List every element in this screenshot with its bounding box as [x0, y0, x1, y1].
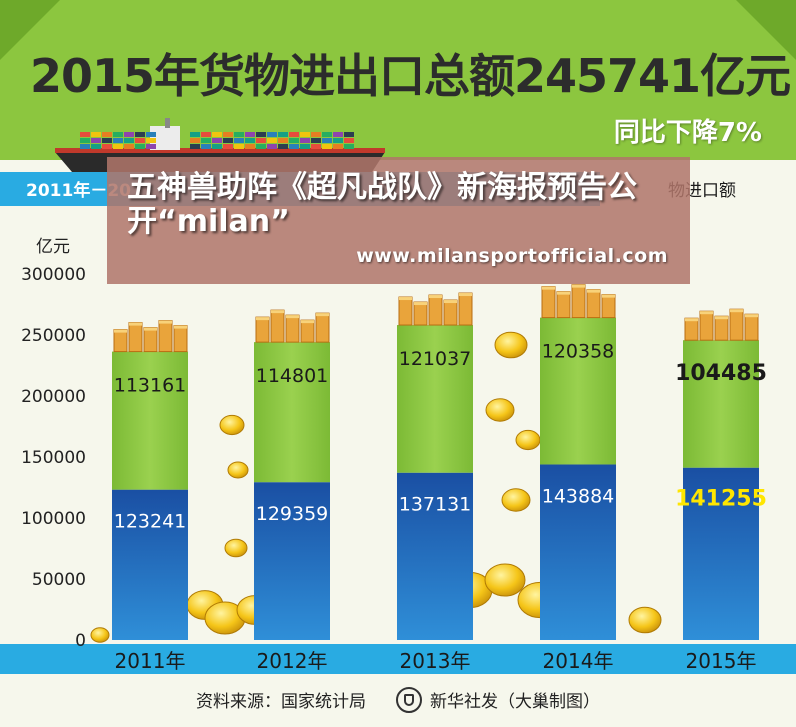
- coin-icon: [628, 606, 662, 634]
- coin-icon: [219, 414, 245, 436]
- coin-stack-icon: [255, 309, 330, 343]
- coin-icon: [515, 429, 541, 451]
- x-tick-label: 2011年: [115, 649, 186, 673]
- y-tick-label: 250000: [21, 326, 86, 346]
- header-corner-left: [0, 0, 60, 60]
- data-label-lower: 123241: [114, 511, 187, 533]
- overlay-url[interactable]: www.milansportofficial.com: [356, 245, 668, 267]
- chart-title: 2015年货物进出口总额245741亿元: [30, 49, 791, 103]
- watermark-overlay[interactable]: 五神兽助阵《超凡战队》新海报预告公开“milan” www.milansport…: [107, 157, 690, 284]
- bar-lower-2014年: [540, 464, 616, 640]
- coin-icon: [224, 538, 248, 558]
- footer: 资料来源：国家统计局 新华社发（大巢制图）: [0, 672, 796, 727]
- coin-icon: [494, 331, 528, 359]
- chart-subtitle: 同比下降7%: [613, 118, 762, 148]
- y-tick-label: 200000: [21, 387, 86, 407]
- y-axis-label: 亿元: [36, 237, 70, 257]
- coin-icon: [90, 627, 110, 643]
- data-label-upper: 113161: [114, 375, 187, 397]
- coin-icon: [485, 398, 515, 422]
- x-axis: 2011年 2012年 2013年 2014年 2015年: [115, 649, 757, 673]
- coin-icon: [501, 488, 531, 512]
- bar-upper-2012年: [254, 342, 330, 483]
- range-label: 2011年－20: [26, 181, 131, 201]
- data-label-upper: 114801: [256, 365, 329, 387]
- coin-icon: [227, 461, 249, 479]
- data-label-lower: 129359: [256, 503, 329, 525]
- bars: 123241 113161 129359 114801 137131 121037 1438…: [112, 284, 767, 640]
- bar-upper-2014年: [540, 317, 616, 465]
- data-label-lower: 141255: [675, 487, 767, 512]
- x-tick-label: 2015年: [686, 649, 757, 673]
- x-tick-label: 2014年: [543, 649, 614, 673]
- x-tick-label: 2012年: [257, 649, 328, 673]
- y-tick-label: 50000: [32, 570, 86, 590]
- y-tick-label: 0: [75, 631, 86, 651]
- header-corner-right: [736, 0, 796, 60]
- coin-icon: [484, 563, 526, 597]
- baseline-band: [0, 644, 796, 674]
- bar-upper-2013年: [397, 325, 473, 473]
- bar-lower-2015年: [683, 467, 759, 640]
- y-tick-label: 300000: [21, 265, 86, 285]
- coin-stack-icon: [113, 320, 188, 353]
- x-tick-label: 2013年: [400, 649, 471, 673]
- y-tick-label: 100000: [21, 509, 86, 529]
- data-label-lower: 143884: [542, 485, 615, 507]
- data-label-upper: 104485: [675, 361, 767, 386]
- y-axis: 亿元 0 50000 100000 150000 200000 250000 300000: [21, 237, 86, 651]
- bar-lower-2013年: [397, 472, 473, 640]
- y-tick-label: 150000: [21, 448, 86, 468]
- bar-upper-2015年: [683, 340, 759, 468]
- bar-lower-2011年: [112, 489, 188, 640]
- coin-stack-icon: [541, 284, 616, 319]
- bar-lower-2012年: [254, 482, 330, 640]
- bar-upper-2011年: [112, 351, 188, 490]
- overlay-headline: 五神兽助阵《超凡战队》新海报预告公开“milan”: [127, 170, 637, 239]
- data-label-upper: 120358: [542, 341, 615, 363]
- coin-stack-icon: [398, 292, 473, 326]
- agency-credit: 新华社发（大巢制图）: [396, 686, 600, 713]
- xinhua-logo-icon: [396, 686, 422, 713]
- data-label-upper: 121037: [399, 348, 472, 370]
- data-label-lower: 137131: [399, 494, 472, 516]
- source-note: 资料来源：国家统计局: [196, 692, 366, 712]
- agency-label: 新华社发（大巢制图）: [430, 692, 600, 712]
- coin-stack-icon: [684, 308, 759, 341]
